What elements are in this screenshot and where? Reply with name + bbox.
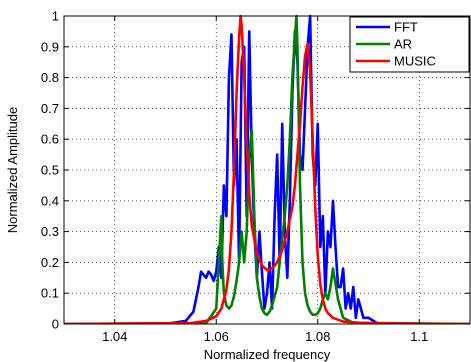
series-fft-line [64, 14, 470, 324]
y-tick-label: 0.9 [41, 39, 59, 54]
x-tick-label: 1.06 [204, 329, 229, 344]
legend-label-ar: AR [394, 37, 412, 52]
x-tick-label: 1.04 [102, 329, 127, 344]
series-layer [64, 14, 470, 324]
y-tick-label: 0.5 [41, 163, 59, 178]
y-tick-label: 1 [52, 9, 59, 24]
series-music-line [64, 14, 470, 324]
axis-ticks: 1.04 1.06 1.08 1.1 0 0.1 0.2 0.3 0.4 0.5 0.6 0.7 0.8… [41, 9, 470, 344]
x-tick-label: 1.08 [305, 329, 330, 344]
y-tick-label: 0.1 [41, 286, 59, 301]
x-tick-label: 1.1 [410, 329, 428, 344]
y-tick-label: 0.3 [41, 224, 59, 239]
y-tick-label: 0.6 [41, 132, 59, 147]
y-tick-label: 0.4 [41, 193, 59, 208]
y-tick-label: 0.8 [41, 70, 59, 85]
y-tick-label: 0.7 [41, 101, 59, 116]
y-tick-label: 0 [52, 317, 59, 332]
legend-label-music: MUSIC [394, 54, 436, 69]
legend: FFT AR MUSIC [349, 16, 470, 73]
y-tick-label: 0.2 [41, 255, 59, 270]
legend-label-fft: FFT [394, 20, 418, 35]
y-axis-label: Normalized Amplitude [5, 107, 20, 233]
x-axis-label: Normalized frequency [204, 347, 331, 362]
